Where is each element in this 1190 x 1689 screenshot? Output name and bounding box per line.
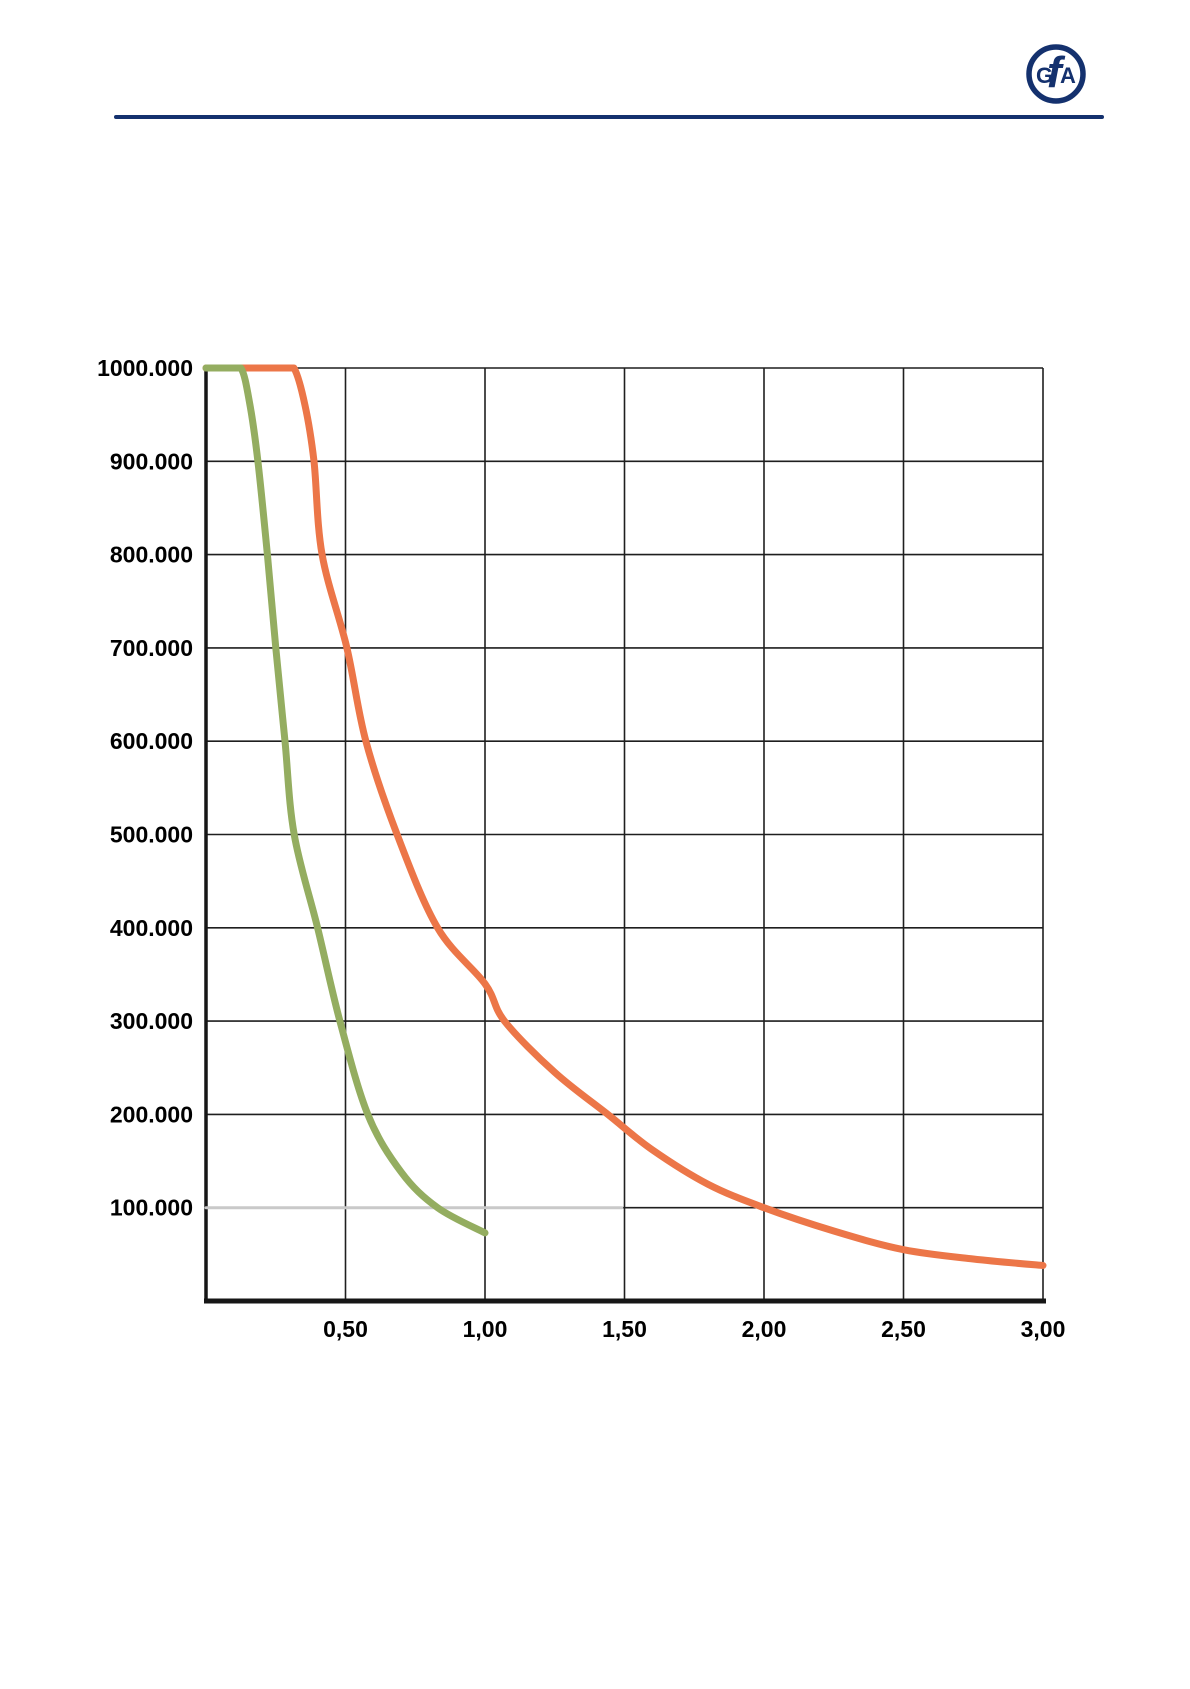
x-tick-label: 1,00 [463, 1316, 508, 1342]
y-tick-label: 900.000 [110, 448, 193, 474]
logo-letter-g: G [1036, 63, 1053, 88]
gfa-logo-svg: G A f [1026, 44, 1086, 104]
y-tick-label: 700.000 [110, 635, 193, 661]
series-path-green-curve [202, 364, 489, 1237]
x-tick-label: 1,50 [602, 1316, 647, 1342]
x-tick-label: 3,00 [1021, 1316, 1066, 1342]
y-tick-label: 800.000 [110, 542, 193, 568]
y-tick-label: 500.000 [110, 822, 193, 848]
y-tick-label: 100.000 [110, 1195, 193, 1221]
gfa-logo: G A f [1024, 42, 1088, 106]
y-tick-label: 1000.000 [97, 355, 193, 381]
logo-letter-a: A [1060, 63, 1076, 88]
logo-circle [1026, 44, 1086, 104]
y-tick-label: 400.000 [110, 915, 193, 941]
y-tick-label: 600.000 [110, 728, 193, 754]
series-path-orange-curve [202, 364, 1047, 1269]
x-tick-label: 2,00 [742, 1316, 787, 1342]
logo-letter-f: f [1047, 48, 1066, 97]
y-tick-label: 300.000 [110, 1008, 193, 1034]
y-tick-label: 200.000 [110, 1101, 193, 1127]
header-rule [114, 115, 1104, 119]
x-tick-label: 0,50 [323, 1316, 368, 1342]
x-tick-label: 2,50 [881, 1316, 926, 1342]
